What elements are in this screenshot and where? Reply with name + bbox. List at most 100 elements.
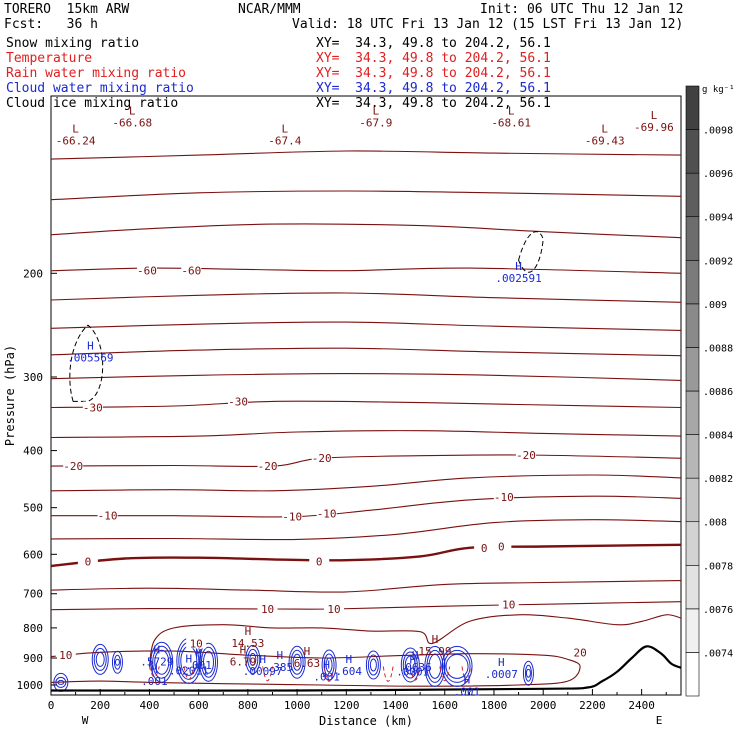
cloud-water-contour [55, 676, 67, 688]
extremum-value: -66.68 [112, 116, 152, 129]
field-name: Cloud water mixing ratio [6, 81, 194, 96]
temperature-contour-label: 10 [261, 603, 274, 616]
cloud-water-contour [91, 643, 109, 675]
cloud-water-contour [201, 646, 216, 678]
extremum-marker: H [87, 340, 94, 353]
colorbar-segment [685, 390, 700, 435]
colorbar-segment [685, 259, 700, 305]
x-tick-label: 1600 [432, 699, 459, 712]
field-name: Rain water mixing ratio [6, 66, 187, 81]
extremum-value: -69.96 [634, 121, 674, 134]
extremum-value: .385 [267, 661, 294, 674]
cloud-water-contour [113, 654, 121, 670]
extremum-marker: H [464, 674, 471, 687]
extremum-value: -67.9 [359, 116, 392, 129]
colorbar-segment [685, 129, 700, 174]
extremum-marker: H [245, 625, 252, 638]
y-tick-label: 600 [23, 548, 43, 561]
contour-label-bg [55, 649, 76, 661]
temperature-contour-label: 10 [327, 603, 340, 616]
x-tick-label: 1400 [382, 699, 409, 712]
colorbar-segment [685, 216, 700, 261]
temperature-contour-label: -60 [181, 265, 201, 278]
cloud-water-contour [321, 649, 337, 681]
colorbar-tick-label: .0082 [703, 474, 733, 485]
temperature-isotherm [50, 400, 682, 409]
colorbar-unit: g kg⁻¹ [702, 85, 735, 95]
temperature-contour-label: -30 [83, 402, 103, 415]
extremum-marker: H [515, 260, 522, 273]
cloud-water-contour [365, 650, 381, 680]
x-tick-label: 1800 [481, 699, 508, 712]
temperature-contour-label: -60 [137, 265, 157, 278]
temperature-contour-label: -20 [258, 460, 278, 473]
temperature-contour-label: -10 [494, 491, 514, 504]
extremum-marker: H [154, 643, 161, 656]
temperature-isotherm [50, 454, 682, 468]
temperature-isotherm [50, 580, 682, 593]
field-xy-range: XY= 34.3, 49.8 to 204.2, 56.1 [316, 66, 551, 81]
temperature-isotherm [50, 474, 682, 492]
cloud-water-contour [245, 644, 261, 674]
cloud-water-contour [247, 648, 259, 670]
temperature-contour-label: 0 [498, 541, 505, 554]
contour-label-bg [309, 555, 330, 567]
temperature-isotherm [50, 190, 682, 201]
contour-label-bg [77, 555, 98, 567]
x-tick-label: 2400 [628, 699, 655, 712]
colorbar-segment [685, 434, 700, 479]
colorbar-tick-label: .0088 [703, 343, 733, 354]
cloud-water-contour [95, 651, 105, 667]
extremum-value: 14.53 [231, 637, 264, 650]
cloud-water-contour [288, 645, 306, 679]
valid-time: Valid: 18 UTC Fri 13 Jan 12 (15 LST Fri … [292, 17, 684, 32]
x-tick-label: 600 [189, 699, 209, 712]
extremum-value: .0007 [485, 668, 518, 681]
x-tick-label: 1200 [333, 699, 360, 712]
contour-label-bg [282, 510, 303, 522]
x-tick-label: 0 [48, 699, 55, 712]
extremum-value: .5729 [140, 655, 173, 668]
x-tick-label: 800 [238, 699, 258, 712]
cloud-water-contour [424, 645, 446, 687]
extremum-value: 6.79 [230, 656, 257, 669]
extremum-marker: L [129, 104, 136, 117]
contour-label-bg [491, 540, 512, 552]
cloud-water-contour [522, 660, 534, 686]
temperature-isotherm [50, 223, 682, 239]
temperature-contour-label: 0 [316, 555, 323, 568]
contour-label-bg [474, 541, 495, 553]
extremum-value: .02011 [169, 665, 209, 678]
model-title: TORERO 15km ARW [4, 2, 130, 17]
y-tick-label: 300 [23, 371, 43, 384]
extremum-marker: H [195, 647, 202, 660]
cloud-water-contour [249, 652, 257, 666]
rain-water-contour [148, 666, 160, 678]
extremum-marker: L [601, 122, 608, 135]
contour-label-bg [324, 602, 345, 614]
colorbar-tick-label: .0074 [703, 648, 733, 659]
colorbar-segment [685, 564, 700, 610]
temperature-isotherm [50, 650, 581, 687]
extremum-value: .001 [185, 659, 212, 672]
rain-water-contour [382, 666, 394, 682]
colorbar-tick-label: .0098 [703, 126, 733, 137]
colorbar-tick-label: .009 [703, 300, 727, 311]
contour-label-bg [186, 637, 207, 649]
cloud-water-contour [292, 653, 302, 671]
rain-water-contour [262, 666, 273, 682]
cloud-water-contour [152, 645, 172, 679]
extremum-marker: L [508, 104, 515, 117]
temperature-contour-label: 20 [573, 646, 586, 659]
extremum-marker: H [304, 645, 311, 658]
colorbar-segment [685, 521, 700, 566]
temperature-contour-label: -30 [228, 395, 248, 408]
extremum-marker: H [498, 656, 505, 669]
extremum-marker: H [277, 649, 284, 662]
cloud-water-contour [369, 658, 377, 672]
contour-label-bg [316, 507, 337, 519]
extremum-value: -69.43 [585, 134, 625, 147]
cloud-water-contour [426, 649, 444, 683]
y-tick-label: 1000 [17, 679, 44, 692]
